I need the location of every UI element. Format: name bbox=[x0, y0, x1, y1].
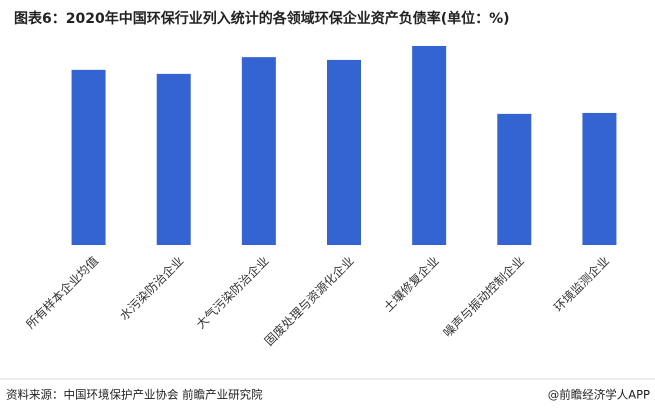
x-tick-label: 固废处理与资源化企业 bbox=[261, 253, 356, 348]
x-tick-label: 土壤修复企业 bbox=[380, 253, 442, 315]
bar bbox=[241, 57, 276, 245]
bar bbox=[156, 73, 191, 245]
bar bbox=[497, 113, 532, 246]
credit: @前瞻经济学人APP bbox=[548, 388, 650, 402]
bar bbox=[582, 112, 617, 245]
bar bbox=[412, 45, 447, 246]
source: 资料来源：中国环境保护产业协会 前瞻产业研究院 bbox=[6, 388, 263, 402]
x-tick-label: 所有样本企业均值 bbox=[23, 253, 101, 331]
x-tick-label: 噪声与振动控制企业 bbox=[440, 253, 527, 340]
bar bbox=[71, 69, 106, 245]
chart-title: 图表6：2020年中国环保行业列入统计的各领域环保企业资产负债率(单位：%) bbox=[14, 10, 510, 27]
x-tick-label: 大气污染防治企业 bbox=[193, 253, 271, 331]
x-tick-label: 环境监测企业 bbox=[550, 253, 612, 315]
bar bbox=[327, 59, 361, 246]
x-tick-label: 水污染防治企业 bbox=[116, 253, 186, 323]
